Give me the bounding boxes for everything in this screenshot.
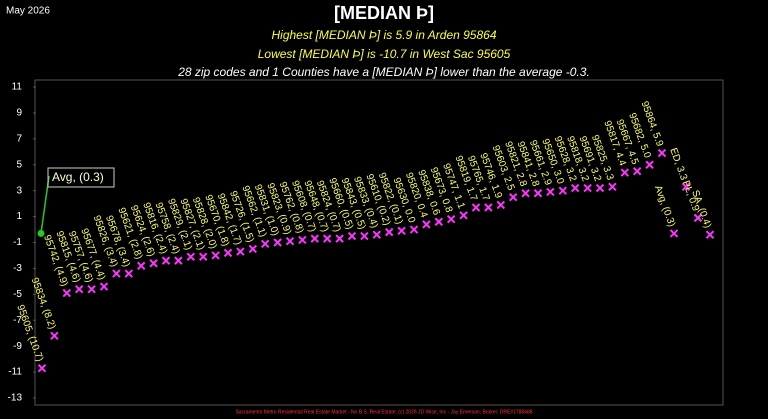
date: May 2026 <box>6 6 50 17</box>
point <box>87 284 96 294</box>
avg-point <box>37 229 45 237</box>
point <box>285 236 295 246</box>
y-tick-label: -1 <box>13 237 22 248</box>
footer: Sacramento Metro Residential Real Estate… <box>235 409 532 415</box>
point <box>595 183 605 193</box>
point <box>223 248 233 258</box>
point <box>161 256 171 265</box>
point <box>570 183 580 193</box>
y-tick-label: 1 <box>16 211 22 222</box>
point <box>632 167 642 176</box>
y-tick-label: 5 <box>16 159 22 170</box>
subtitle: Lowest [MEDIAN Þ] is -10.7 in West Sac 9… <box>258 47 511 61</box>
point <box>186 252 196 261</box>
point <box>384 227 394 237</box>
y-tick-label: -7 <box>13 315 22 326</box>
point <box>496 200 506 210</box>
point <box>508 192 518 202</box>
point <box>533 189 543 198</box>
point <box>446 214 456 224</box>
point <box>74 284 84 294</box>
point <box>248 244 258 254</box>
avg-box <box>47 167 115 188</box>
point <box>422 220 431 229</box>
point <box>211 251 220 260</box>
point <box>37 363 47 373</box>
point <box>62 288 72 298</box>
y-tick-label: 7 <box>16 133 22 144</box>
y-tick-label: -5 <box>13 289 22 300</box>
point <box>347 231 357 241</box>
point <box>360 231 369 241</box>
point <box>608 182 617 191</box>
point <box>620 168 630 177</box>
point <box>459 211 468 220</box>
y-tick-label: -3 <box>13 263 22 274</box>
point <box>546 187 555 197</box>
point <box>372 230 382 239</box>
subtitle: Highest [MEDIAN Þ] is 5.9 in Arden 95864 <box>272 28 497 42</box>
point <box>645 160 654 169</box>
point <box>99 282 109 291</box>
point <box>583 183 592 193</box>
point <box>335 234 344 243</box>
point <box>310 234 320 243</box>
point <box>273 238 282 247</box>
point <box>705 230 715 239</box>
point <box>397 226 406 236</box>
point <box>260 239 270 249</box>
note: 28 zip codes and 1 Counties have a [MEDI… <box>177 65 590 79</box>
point <box>298 235 307 245</box>
y-tick-label: 3 <box>16 185 22 196</box>
point <box>693 213 703 223</box>
point <box>174 256 183 265</box>
point <box>471 203 481 212</box>
avg-label: Avg, (0.3) <box>52 170 104 184</box>
point <box>484 203 493 212</box>
point <box>124 269 134 278</box>
point <box>657 148 667 158</box>
chart-title: [MEDIAN Þ] <box>334 3 434 23</box>
point <box>50 331 59 341</box>
y-tick-label: -13 <box>8 393 23 404</box>
point <box>558 186 568 195</box>
point <box>669 229 679 238</box>
y-tick-label: 9 <box>16 108 22 119</box>
point <box>112 269 121 278</box>
point <box>236 247 245 256</box>
point <box>198 252 208 261</box>
point <box>681 182 691 191</box>
point <box>521 189 530 198</box>
y-tick-label: -9 <box>13 341 22 352</box>
point <box>136 261 146 271</box>
point <box>434 217 444 226</box>
y-tick-label: 11 <box>12 82 23 93</box>
y-tick-label: -11 <box>8 367 22 378</box>
point <box>409 225 419 234</box>
point <box>149 259 158 268</box>
point <box>322 234 332 243</box>
